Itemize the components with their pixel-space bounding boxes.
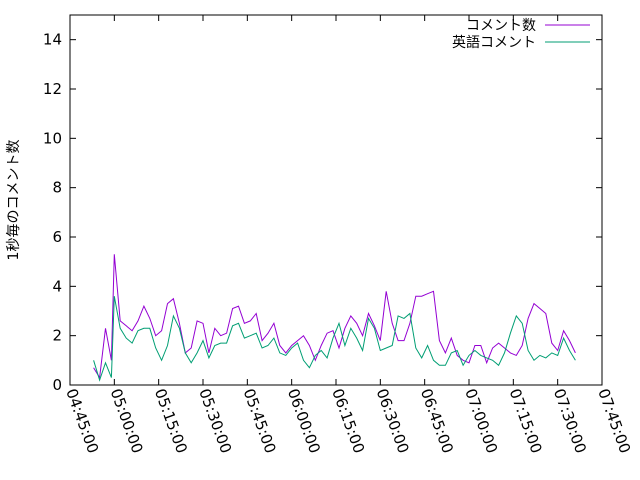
y-tick-label: 8 (52, 179, 62, 197)
y-tick-label: 0 (52, 376, 62, 394)
x-tick-label: 05:00:00 (107, 386, 147, 455)
x-tick-label: 05:45:00 (240, 386, 280, 455)
x-tick-label: 04:45:00 (62, 386, 102, 455)
x-tick-label: 06:30:00 (373, 386, 413, 455)
y-tick-label: 14 (43, 31, 62, 49)
x-tick-label: 06:15:00 (328, 386, 368, 455)
y-tick-label: 6 (52, 228, 62, 246)
x-tick-label: 07:15:00 (506, 386, 546, 455)
y-tick-label: 2 (52, 327, 62, 345)
x-tick-label: 06:45:00 (417, 386, 457, 455)
series-lines (93, 254, 576, 382)
x-tick-label: 07:45:00 (594, 386, 634, 455)
y-axis-label: 1秒毎のコメント数 (6, 140, 22, 261)
x-tick-label: 05:15:00 (151, 386, 191, 455)
y-tick-label: 12 (43, 80, 62, 98)
legend-label-english-comments: 英語コメント (452, 34, 536, 51)
y-tick-label: 10 (43, 129, 62, 147)
x-tick-label: 06:00:00 (284, 386, 324, 455)
legend: コメント数 英語コメント (452, 18, 590, 51)
x-tick-label: 07:30:00 (550, 386, 590, 455)
series-line-comments (93, 254, 576, 380)
series-line-english-comments (93, 296, 576, 382)
x-tick-label: 05:30:00 (195, 386, 235, 455)
y-axis-ticks: 0 2 4 6 8 10 12 14 (43, 31, 602, 394)
legend-label-comments: コメント数 (466, 18, 536, 34)
x-tick-label: 07:00:00 (461, 386, 501, 455)
y-tick-label: 4 (52, 277, 62, 295)
x-axis-ticks: 04:45:00 05:00:00 05:15:00 05:30:00 05:45:00… (62, 15, 634, 456)
